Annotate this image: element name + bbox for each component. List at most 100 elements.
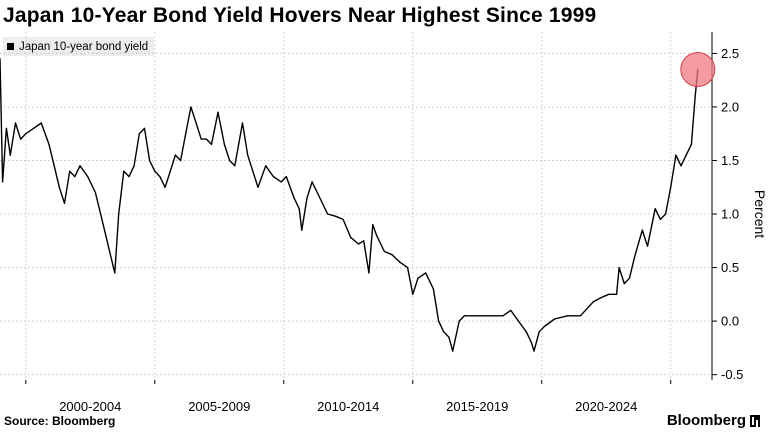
data-point	[5, 127, 8, 129]
data-point	[525, 331, 527, 333]
data-point	[1, 181, 4, 183]
data-point	[592, 301, 594, 303]
data-point	[234, 165, 236, 167]
data-point	[118, 213, 120, 215]
data-point	[53, 165, 55, 167]
data-point	[110, 256, 112, 258]
data-point	[618, 266, 620, 269]
x-tick-label: 2005-2009	[188, 399, 250, 414]
data-point	[293, 197, 295, 199]
data-point	[311, 181, 313, 183]
data-point	[272, 175, 275, 178]
data-point	[48, 143, 50, 146]
y-tick-label: 1.0	[721, 207, 739, 222]
y-tick-label: -0.5	[721, 367, 743, 382]
legend: Japan 10-year bond yield	[3, 37, 155, 56]
brand-name: Bloomberg	[666, 412, 746, 429]
series-line	[0, 58, 699, 352]
data-point	[489, 315, 491, 317]
data-point	[247, 154, 249, 156]
data-point	[223, 143, 226, 146]
data-point	[357, 243, 360, 245]
data-point	[138, 133, 140, 135]
data-point	[694, 95, 696, 97]
data-point	[530, 341, 533, 344]
legend-swatch	[7, 43, 14, 50]
data-point	[533, 350, 535, 352]
data-point	[123, 170, 125, 172]
data-point	[372, 224, 374, 226]
highlight-circle	[680, 51, 716, 87]
data-point	[280, 181, 282, 183]
data-point	[301, 229, 303, 231]
data-point	[32, 127, 35, 129]
brand-logo: Bloomberg	[667, 412, 760, 429]
y-tick-label: 0.0	[721, 314, 739, 329]
data-point	[58, 186, 60, 188]
data-point	[63, 202, 66, 204]
chart-title: Japan 10-Year Bond Yield Hovers Near Hig…	[3, 4, 597, 27]
data-point	[319, 197, 321, 199]
data-point	[143, 127, 146, 129]
data-point	[476, 315, 478, 317]
data-point	[128, 175, 130, 178]
data-point	[391, 254, 393, 256]
data-point	[690, 143, 692, 146]
data-point	[437, 320, 440, 322]
data-point	[363, 240, 365, 242]
data-point	[675, 154, 677, 156]
data-point	[217, 111, 219, 113]
data-point	[74, 175, 76, 178]
data-point	[100, 213, 102, 215]
data-point	[105, 234, 107, 237]
data-point	[399, 261, 401, 263]
data-point	[376, 234, 378, 237]
data-point	[443, 331, 445, 333]
data-point	[241, 122, 244, 124]
data-point	[517, 320, 520, 322]
data-point	[566, 315, 569, 317]
legend-label: Japan 10-year bond yield	[19, 40, 149, 53]
data-point	[383, 250, 385, 253]
y-tick-label: 1.5	[721, 153, 739, 168]
data-point	[159, 175, 161, 178]
data-point	[94, 192, 97, 194]
data-point	[298, 208, 300, 210]
data-point	[615, 293, 618, 295]
data-point	[623, 283, 625, 285]
data-point	[69, 170, 71, 172]
data-point	[510, 309, 512, 311]
source-note: Source: Bloomberg	[4, 414, 116, 428]
data-point	[412, 293, 414, 295]
data-point	[342, 218, 344, 220]
data-point	[169, 170, 171, 172]
data-point	[133, 165, 135, 167]
data-point	[154, 170, 156, 172]
data-point	[608, 293, 610, 295]
data-point	[14, 122, 17, 124]
data-point	[659, 218, 662, 220]
data-point	[406, 266, 409, 269]
data-point	[654, 208, 656, 210]
data-point	[195, 122, 197, 124]
data-point	[680, 165, 682, 167]
data-point	[114, 272, 116, 274]
data-point	[265, 165, 267, 167]
data-point	[554, 318, 556, 320]
data-point	[350, 236, 352, 239]
data-point	[190, 106, 192, 108]
data-point	[25, 133, 27, 135]
data-point	[210, 143, 213, 146]
data-point	[185, 133, 187, 135]
data-point	[579, 315, 582, 317]
data-point	[40, 122, 42, 124]
data-point	[334, 215, 336, 217]
y-tick-label: 0.5	[721, 260, 739, 275]
data-point	[600, 296, 602, 299]
y-tick-label: 2.5	[721, 46, 739, 61]
x-tick-label: 2000-2004	[59, 399, 121, 414]
data-point	[538, 331, 540, 333]
data-point	[543, 325, 545, 328]
x-tick-label: 2020-2024	[575, 399, 637, 414]
